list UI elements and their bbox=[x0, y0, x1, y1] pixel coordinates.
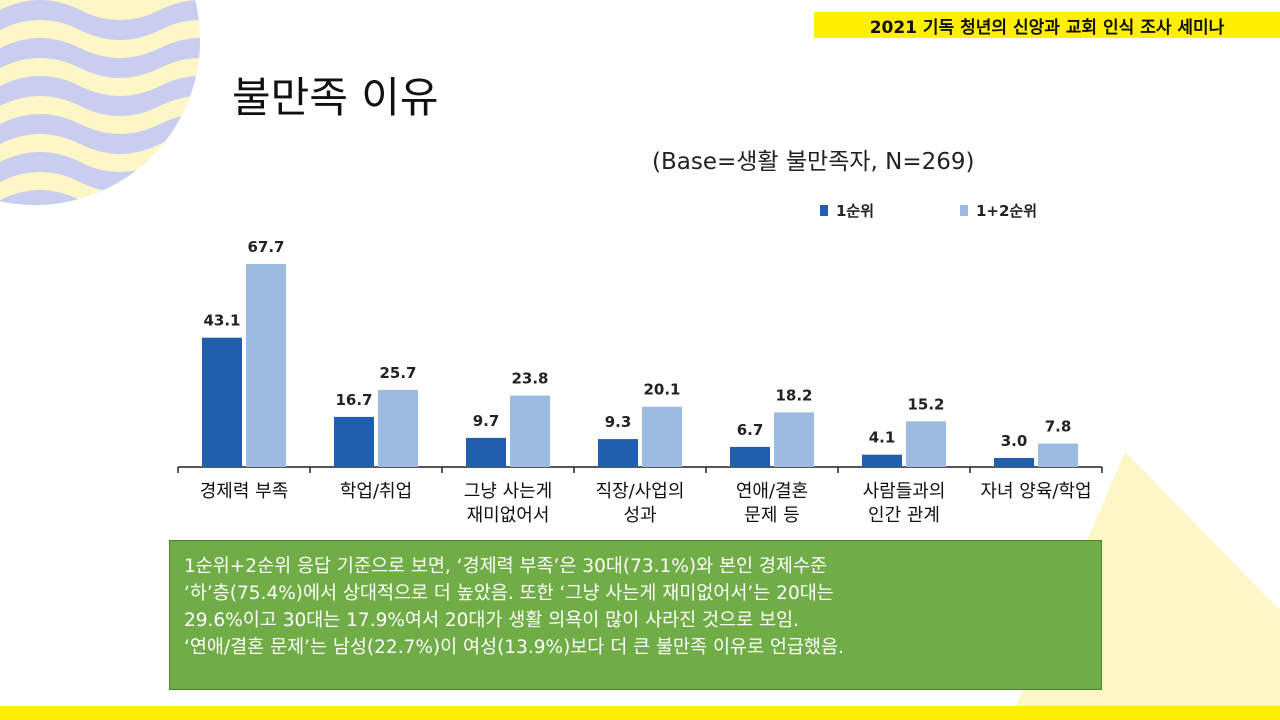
category-label: 성과 bbox=[623, 505, 656, 526]
legend-swatch bbox=[960, 205, 968, 216]
data-label: 67.7 bbox=[247, 238, 284, 256]
wave-decoration bbox=[0, 0, 200, 205]
data-label: 43.1 bbox=[203, 312, 240, 330]
bar-rank1-2 bbox=[510, 395, 550, 467]
bottom-accent-bar bbox=[0, 706, 1280, 720]
category-label: 직장/사업의 bbox=[596, 481, 685, 502]
summary-line: 1순위+2순위 응답 기준으로 보면, ‘경제력 부족’은 30대(73.1%)… bbox=[184, 556, 827, 577]
summary-line: 29.6%이고 30대는 17.9%여서 20대가 생활 의욕이 많이 사라진 … bbox=[184, 610, 799, 631]
category-label: 학업/취업 bbox=[340, 481, 412, 502]
data-label: 3.0 bbox=[1001, 432, 1028, 450]
page-title: 불만족 이유 bbox=[232, 73, 439, 122]
data-label: 9.7 bbox=[473, 412, 500, 430]
data-label: 18.2 bbox=[775, 386, 812, 404]
base-note: (Base=생활 불만족자, N=269) bbox=[652, 149, 975, 175]
summary-line: ‘하’층(75.4%)에서 상대적으로 더 높았음. 또한 ‘그냥 사는게 재미… bbox=[184, 583, 834, 604]
legend-label: 1+2순위 bbox=[976, 202, 1037, 220]
bar-rank1-2 bbox=[642, 406, 682, 467]
data-label: 7.8 bbox=[1045, 418, 1072, 436]
bar-rank1 bbox=[730, 446, 770, 467]
data-label: 20.1 bbox=[643, 381, 680, 399]
bar-rank1-2 bbox=[246, 263, 286, 467]
bar-rank1-2 bbox=[774, 412, 814, 467]
legend-label: 1순위 bbox=[836, 202, 874, 220]
seminar-banner: 2021 기독 청년의 신앙과 교회 인식 조사 세미나 bbox=[814, 12, 1280, 38]
category-label: 그냥 사는게 bbox=[464, 481, 553, 502]
data-label: 25.7 bbox=[379, 364, 416, 382]
bar-rank1-2 bbox=[906, 421, 946, 467]
bar-rank1 bbox=[598, 439, 638, 467]
bar-rank1-2 bbox=[1038, 443, 1078, 467]
bar-rank1 bbox=[202, 337, 242, 467]
bar-rank1 bbox=[334, 416, 374, 467]
category-label: 사람들과의 bbox=[863, 481, 946, 502]
bar-chart: 43.1 67.7 경제력 부족 16.7 25.7 학업/취업 9.7 23.8 그냥 사는게… bbox=[177, 202, 1103, 526]
legend-swatch bbox=[820, 205, 828, 216]
data-label: 16.7 bbox=[335, 391, 372, 409]
data-label: 4.1 bbox=[869, 429, 896, 447]
category-label: 자녀 양육/학업 bbox=[980, 481, 1091, 502]
category-label: 경제력 부족 bbox=[200, 481, 289, 502]
bar-rank1 bbox=[862, 454, 902, 467]
category-label: 인간 관계 bbox=[868, 505, 940, 526]
data-label: 15.2 bbox=[907, 395, 944, 413]
summary-line: ‘연애/결혼 문제’는 남성(22.7%)이 여성(13.9%)보다 더 큰 불… bbox=[184, 637, 844, 658]
data-label: 6.7 bbox=[737, 421, 764, 439]
bar-rank1 bbox=[994, 458, 1034, 467]
bar-rank1 bbox=[466, 437, 506, 467]
category-label: 연애/결혼 bbox=[736, 481, 808, 502]
category-label: 문제 등 bbox=[744, 505, 799, 526]
data-label: 9.3 bbox=[605, 413, 632, 431]
data-label: 23.8 bbox=[511, 370, 548, 388]
category-label: 재미없어서 bbox=[467, 505, 550, 526]
bar-rank1-2 bbox=[378, 389, 418, 467]
summary-box: 1순위+2순위 응답 기준으로 보면, ‘경제력 부족’은 30대(73.1%)… bbox=[169, 540, 1102, 690]
